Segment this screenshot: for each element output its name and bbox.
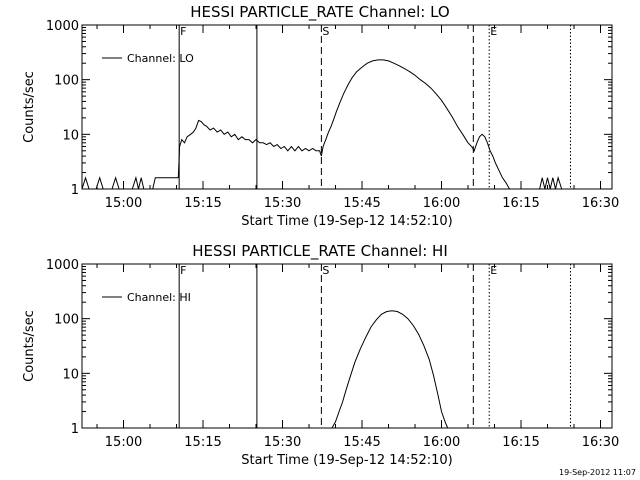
panel-1-x-tick-label: 15:15: [184, 196, 221, 211]
panel-2-x-tick-label: 15:00: [105, 435, 142, 450]
panel-1-series-line-1: [81, 59, 563, 190]
panel-1-event-label-s: S: [322, 25, 329, 38]
panel-2-y-tick-label: 100: [54, 313, 79, 328]
panel-1-x-tick-label: 15:45: [343, 196, 380, 211]
panel-1-x-tick-label: 16:15: [502, 196, 539, 211]
panel-2-x-tick-label: 15:15: [184, 435, 221, 450]
panel-2-x-tick-label: 16:15: [502, 435, 539, 450]
panel-1-legend-label: Channel: LO: [127, 52, 194, 65]
panel-1-event-label-e: E: [490, 25, 497, 38]
panel-2-event-label-e: E: [490, 264, 497, 277]
panel-2-event-label-s: S: [322, 264, 329, 277]
panel-1-event-label-f: F: [180, 25, 186, 38]
panel-1-title: HESSI PARTICLE_RATE Channel: LO: [190, 3, 449, 22]
panel-2-y-axis-label: Counts/sec: [22, 310, 37, 382]
panel-2-event-label-f: F: [180, 264, 186, 277]
panel-2-x-tick-label: 16:00: [423, 435, 460, 450]
panel-1-y-axis-label: Counts/sec: [22, 71, 37, 143]
panel-1-x-tick-label: 15:00: [105, 196, 142, 211]
panel-2-y-tick-label: 1000: [46, 258, 79, 273]
panel-2-x-tick-label: 15:45: [343, 435, 380, 450]
panel-1-x-tick-label: 15:30: [264, 196, 301, 211]
panel-2-x-tick-label: 15:30: [264, 435, 301, 450]
panel-2-y-tick-label: 10: [62, 367, 79, 382]
panel-2-title: HESSI PARTICLE_RATE Channel: HI: [192, 242, 448, 261]
panel-1-x-axis-label: Start Time (19-Sep-12 14:52:10): [241, 214, 452, 229]
panel-1-y-tick-label: 10: [62, 128, 79, 143]
panel-2-x-axis-label: Start Time (19-Sep-12 14:52:10): [241, 453, 452, 468]
footer-timestamp: 19-Sep-2012 11:07: [559, 468, 636, 477]
panel-2-legend-label: Channel: HI: [127, 291, 191, 304]
panel-1-x-tick-label: 16:00: [423, 196, 460, 211]
panel-1-y-tick-label: 1: [71, 183, 79, 198]
panel-2-plot-frame: [81, 263, 613, 429]
panel-2-x-tick-label: 16:30: [582, 435, 619, 450]
panel-1-plot-frame: [81, 24, 613, 190]
panel-1-y-tick-label: 1000: [46, 19, 79, 34]
panel-1-x-tick-label: 16:30: [582, 196, 619, 211]
panel-2-series-line-1: [331, 310, 449, 429]
panel-1-y-tick-label: 100: [54, 74, 79, 89]
panel-2-y-tick-label: 1: [71, 422, 79, 437]
